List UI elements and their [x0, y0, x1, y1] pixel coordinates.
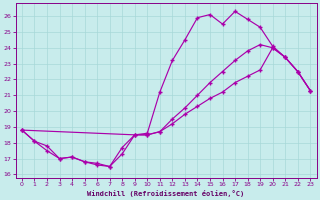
X-axis label: Windchill (Refroidissement éolien,°C): Windchill (Refroidissement éolien,°C)	[87, 190, 245, 197]
